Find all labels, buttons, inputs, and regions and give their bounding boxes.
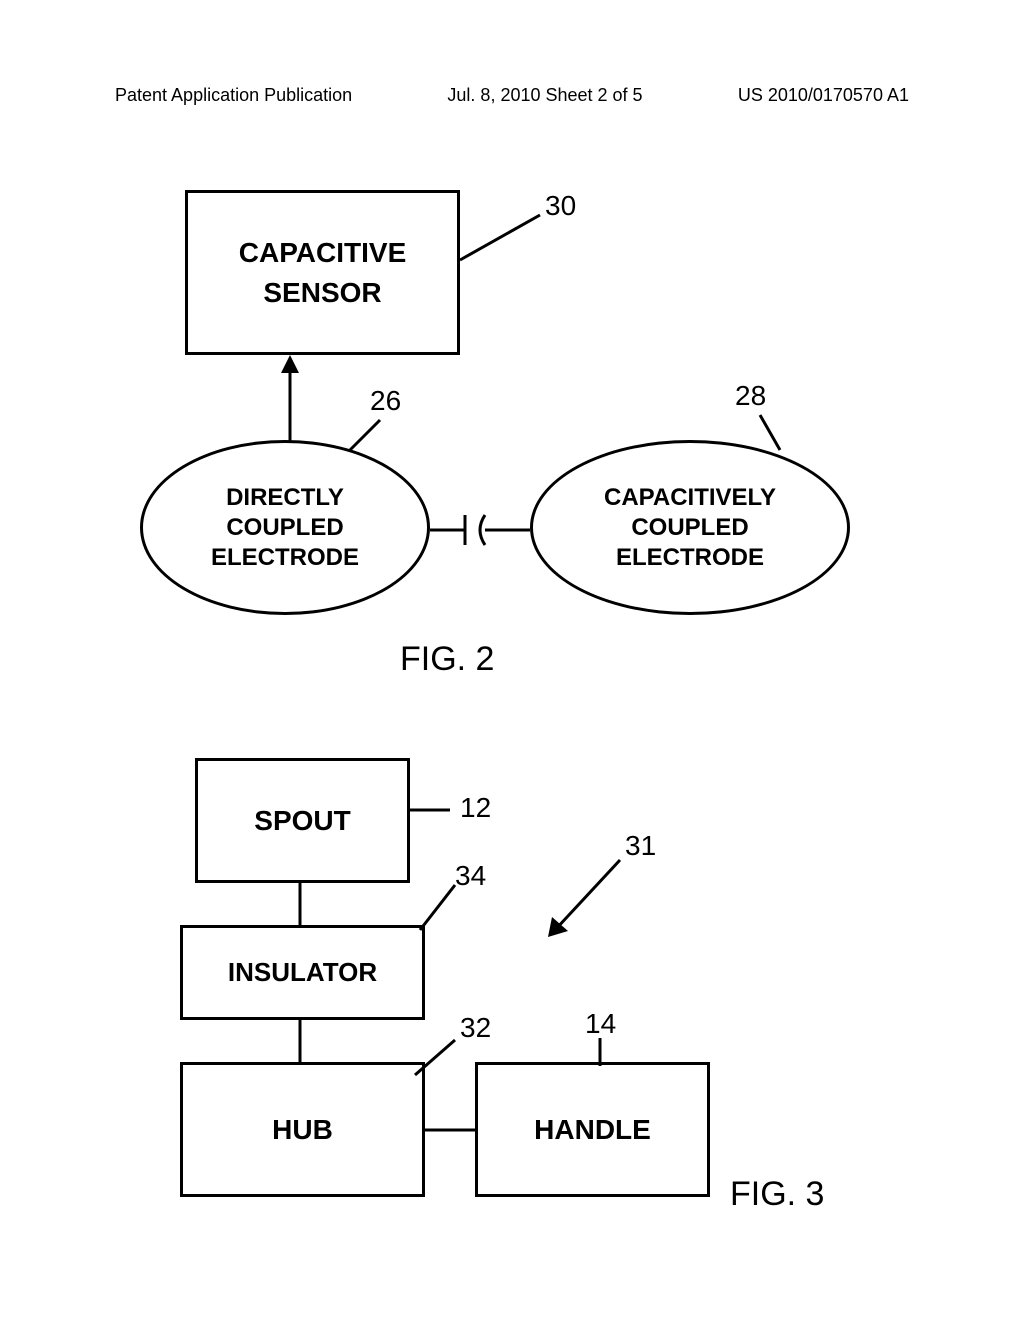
fig3-caption: FIG. 3 [730,1175,824,1214]
fig2-ref28-leader [720,410,800,460]
fig3-spout-box: SPOUT [195,758,410,883]
fig3-spout-ref: 12 [460,792,491,824]
fig2-right-line2: COUPLED [631,513,748,543]
fig3-ref31-arrow [540,855,640,945]
header-center: Jul. 8, 2010 Sheet 2 of 5 [447,85,642,106]
header-left: Patent Application Publication [115,85,352,106]
fig2-sensor-label-line2: SENSOR [263,273,381,312]
fig2-right-electrode: CAPACITIVELY COUPLED ELECTRODE [530,440,850,615]
fig2-left-line3: ELECTRODE [211,543,359,573]
fig2-sensor-box: CAPACITIVE SENSOR [185,190,460,355]
fig3-conn-spout-insulator [295,883,305,928]
fig2-right-ref: 28 [735,380,766,412]
fig2-left-line1: DIRECTLY [226,483,344,513]
fig2-caption: FIG. 2 [400,640,494,679]
fig3-assembly-ref: 31 [625,830,656,862]
fig3-insulator-ref: 34 [455,860,486,892]
fig3-conn-hub-handle [425,1125,475,1135]
fig3-insulator-box: INSULATOR [180,925,425,1020]
fig3-ref12-leader [410,800,460,820]
fig2-left-electrode: DIRECTLY COUPLED ELECTRODE [140,440,430,615]
fig3-insulator-label: INSULATOR [228,957,377,988]
fig2-capacitor-icon [430,510,530,550]
fig3-hub-box: HUB [180,1062,425,1197]
header-right: US 2010/0170570 A1 [738,85,909,106]
fig3-handle-label: HANDLE [534,1114,651,1146]
fig2-sensor-leader [460,210,560,290]
fig2-left-ref: 26 [370,385,401,417]
fig3-hub-label: HUB [272,1114,333,1146]
fig3-ref14-leader [595,1038,605,1066]
fig2-left-line2: COUPLED [226,513,343,543]
fig2-right-line3: ELECTRODE [616,543,764,573]
fig2-right-line1: CAPACITIVELY [604,483,776,513]
fig2-sensor-ref: 30 [545,190,576,222]
fig3-hub-ref: 32 [460,1012,491,1044]
diagram-container: Patent Application Publication Jul. 8, 2… [0,0,1024,1320]
fig3-handle-ref: 14 [585,1008,616,1040]
fig3-spout-label: SPOUT [254,805,350,837]
fig3-handle-box: HANDLE [475,1062,710,1197]
fig3-conn-insulator-hub [295,1020,305,1065]
page-header: Patent Application Publication Jul. 8, 2… [0,85,1024,106]
fig2-sensor-label-line1: CAPACITIVE [239,233,407,272]
fig2-arrow-up [275,355,305,450]
fig2-ref26-leader [350,415,400,455]
